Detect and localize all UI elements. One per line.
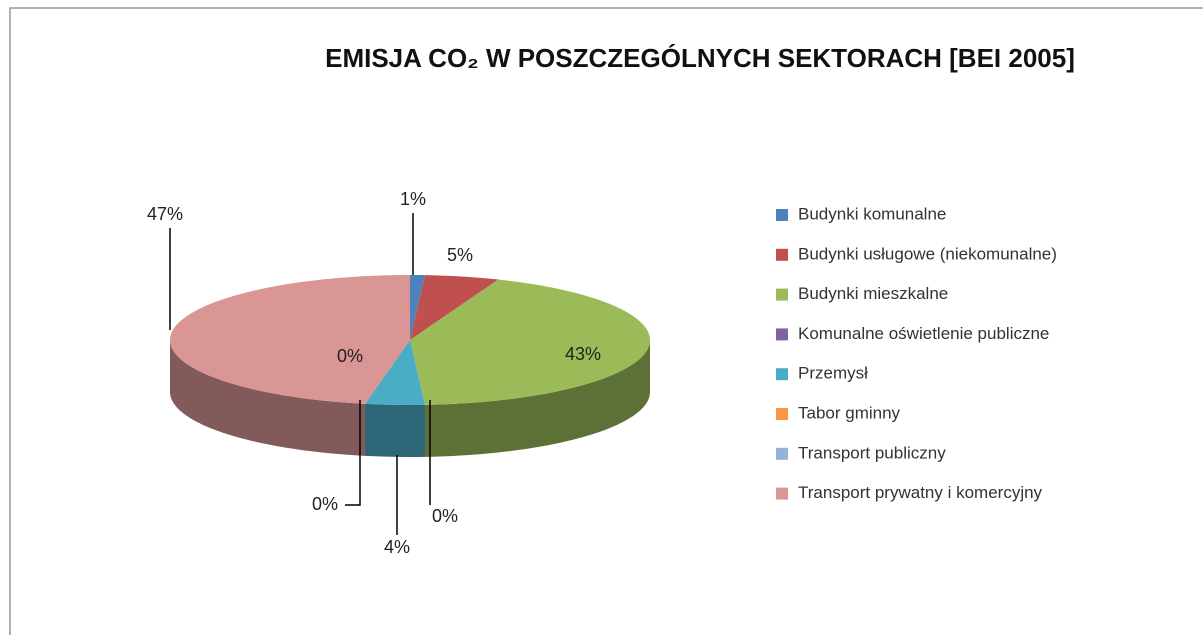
data-label: 1%: [400, 189, 426, 209]
legend-swatch: [776, 368, 788, 381]
legend-label: Transport publiczny: [798, 443, 946, 462]
chart-title: EMISJA CO₂ W POSZCZEGÓLNYCH SEKTORACH [B…: [325, 43, 1075, 73]
data-label: 4%: [384, 537, 410, 557]
legend-label: Przemysł: [798, 364, 868, 383]
data-label: 47%: [147, 204, 183, 224]
data-label: 0%: [312, 494, 338, 514]
slice-side: [365, 403, 426, 457]
legend-swatch: [776, 328, 788, 341]
slice-side: [170, 340, 366, 456]
slice: [410, 275, 499, 340]
legend-label: Budynki mieszkalne: [798, 284, 948, 303]
slice: [365, 340, 426, 405]
legend-swatch: [776, 288, 788, 301]
legend-label: Transport prywatny i komercyjny: [798, 483, 1043, 502]
slice: [410, 279, 650, 405]
data-label: 0%: [337, 346, 363, 366]
slice: [410, 275, 426, 340]
data-label: 43%: [565, 344, 601, 364]
legend-swatch: [776, 209, 788, 221]
legend-swatch: [776, 447, 788, 460]
legend-swatch: [776, 408, 788, 420]
data-label: 5%: [447, 245, 473, 265]
leader-line: [345, 400, 361, 506]
legend-label: Tabor gminny: [798, 403, 901, 422]
data-label: 0%: [432, 506, 458, 526]
slice: [170, 275, 410, 404]
legend-label: Budynki komunalne: [798, 204, 946, 223]
slice-side: [425, 340, 650, 457]
legend-label: Komunalne oświetlenie publiczne: [798, 324, 1049, 343]
legend-swatch: [776, 487, 788, 500]
legend-label: Budynki usługowe (niekomunalne): [798, 244, 1057, 263]
legend-swatch: [776, 248, 788, 261]
